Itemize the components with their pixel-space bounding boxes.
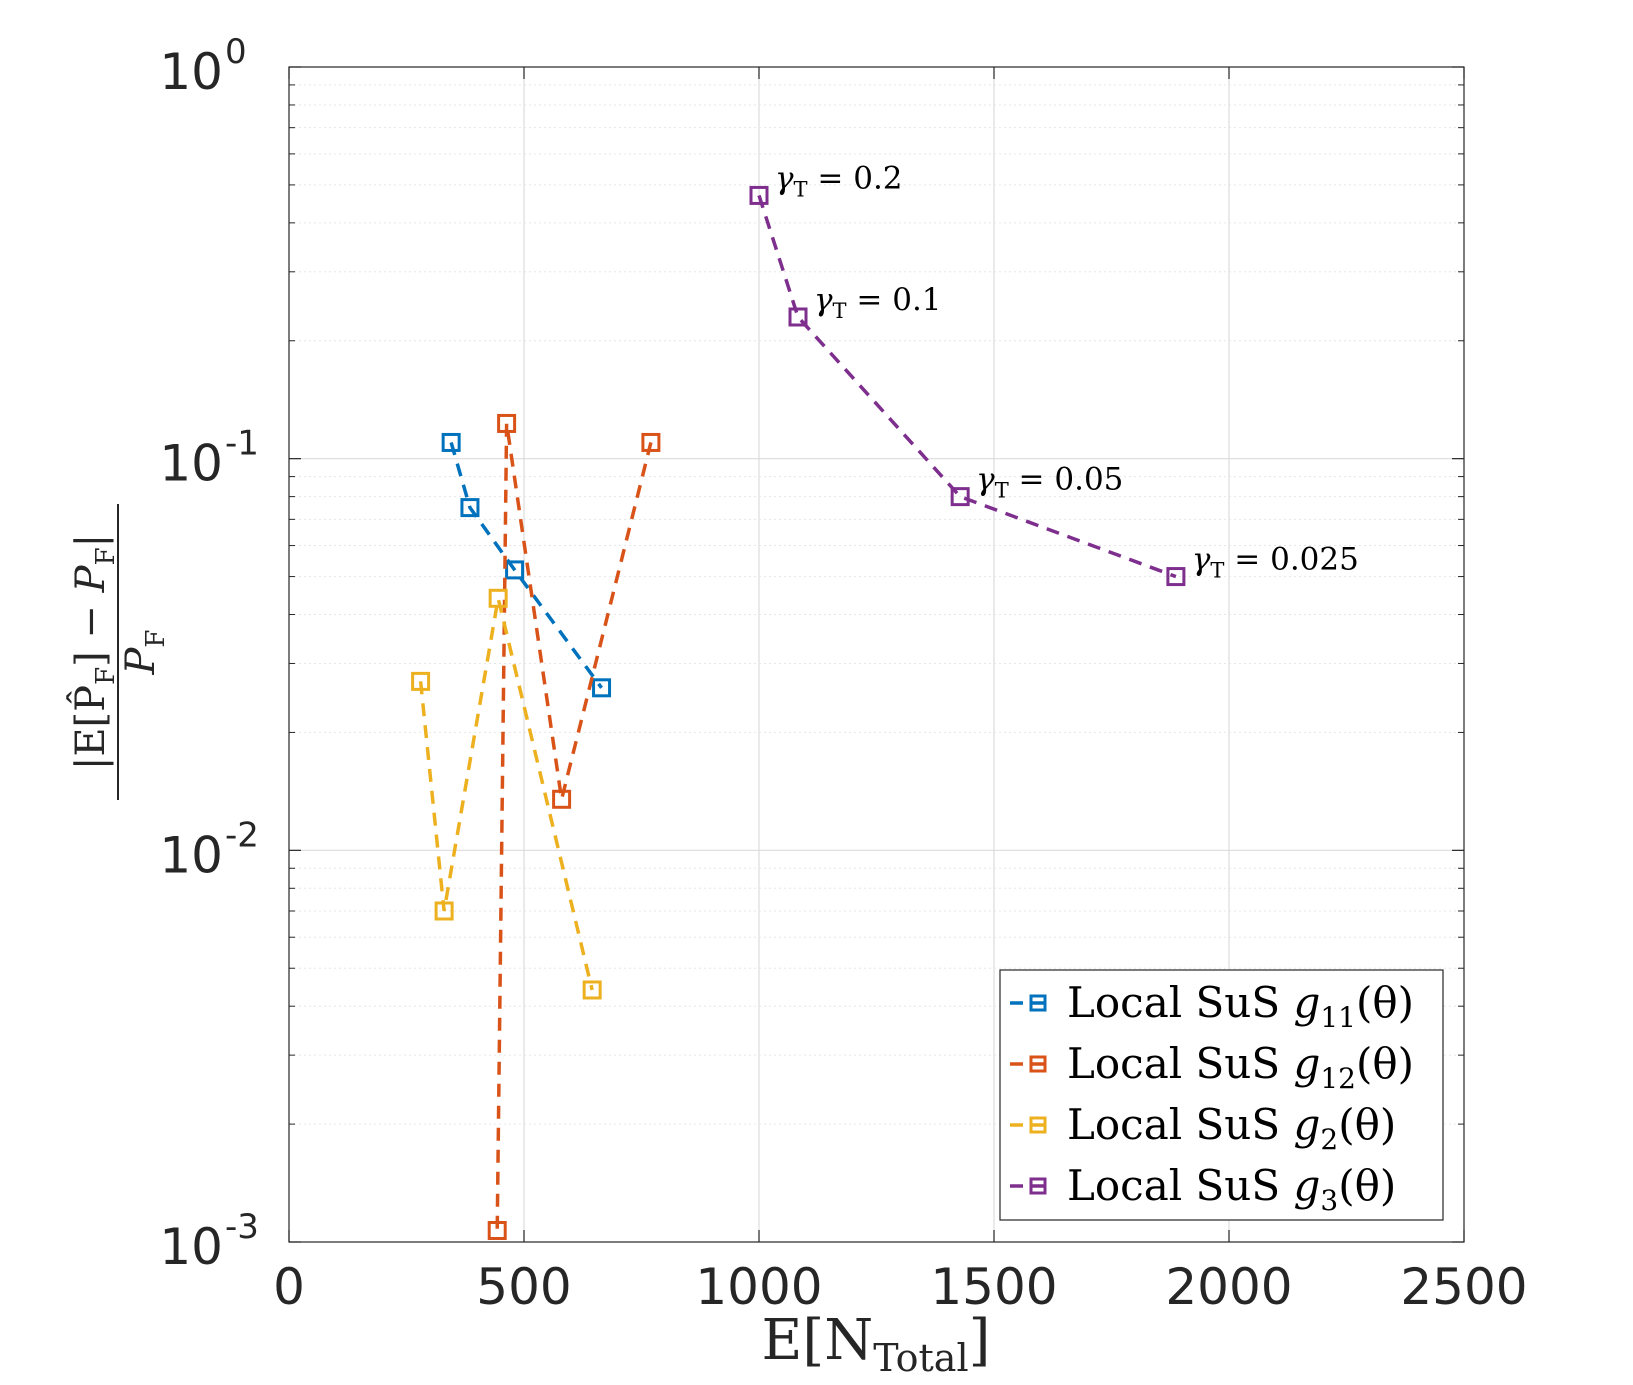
gamma-annotation: γT = 0.05 [976,462,1123,503]
y-tick-label: 10 -2 [159,815,259,884]
legend-label-main: Local SuS [1067,1039,1293,1088]
x-tick-label: 2000 [1165,1258,1292,1316]
gamma-symbol: γ [976,462,995,498]
gamma-value: = 0.1 [847,282,942,318]
gamma-symbol: γ [1192,542,1211,578]
legend-label: Local SuS g3(θ) [1067,1161,1396,1217]
gamma-annotation: γT = 0.025 [1192,542,1359,583]
series-3 [749,185,1186,587]
grid [289,67,1464,1242]
legend-label: Local SuS g12(θ) [1067,1039,1414,1095]
y-tick-label-exponent: 0 [225,32,247,72]
plot-frame [288,66,1465,1243]
legend-label-fn: g [1293,1100,1320,1149]
legend-label-arg: (θ) [1338,1100,1396,1149]
series-1 [487,413,661,1240]
y-tick-label-base: 10 [159,435,223,493]
y-tick-label-base: 10 [159,826,223,884]
data-point [788,307,808,327]
series-line [757,194,1177,579]
data-point [552,789,572,809]
x-tick-label: 2500 [1400,1258,1527,1316]
legend-label-main: Local SuS [1067,978,1293,1027]
legend-label-fn: g [1293,1161,1320,1210]
legend-entry-1: Local SuS g12(θ) [1010,1039,1414,1095]
legend-label-main: Local SuS [1067,1100,1293,1149]
data-point [582,980,602,1000]
series-line [418,597,594,991]
legend-entry-0: Local SuS g11(θ) [1010,978,1414,1034]
legend-marker [1029,1116,1047,1134]
legend-label-arg: (θ) [1356,1039,1414,1088]
legend-label-arg: (θ) [1356,978,1414,1027]
y-tick-label-exponent: -1 [225,424,259,464]
series-0 [441,432,612,698]
y-tick-label: 10 -1 [159,424,259,493]
data-point [434,901,454,921]
series-layer [411,185,1186,1240]
gamma-subscript: T [794,177,808,201]
legend-label-sub: 12 [1320,1062,1356,1095]
x-tick-label: 1000 [695,1258,822,1316]
data-point [441,432,461,452]
gamma-subscript: T [833,299,847,323]
legend-label-fn: g [1293,1039,1320,1088]
legend-label-fn: g [1293,978,1320,1027]
data-point [749,185,769,205]
data-point [460,498,480,518]
y-tick-label-base: 10 [159,43,223,101]
legend-entry-3: Local SuS g3(θ) [1010,1161,1396,1217]
legend-label-arg: (θ) [1338,1161,1396,1210]
x-tick-label: 1500 [930,1258,1057,1316]
y-tick-label: 10 -3 [159,1207,259,1276]
data-point [411,671,431,691]
legend: Local SuS g11(θ)Local SuS g12(θ)Local Su… [999,969,1444,1221]
gamma-subscript: T [995,479,1009,503]
data-point [950,487,970,507]
data-point [488,588,508,608]
gamma-value: = 0.05 [1009,462,1124,498]
gamma-annotation: γT = 0.1 [814,282,942,323]
gamma-value: = 0.025 [1224,542,1358,578]
gamma-symbol: γ [775,160,794,196]
data-point [1166,567,1186,587]
gamma-symbol: γ [814,282,833,318]
series-line [449,441,603,689]
legend-label-sub: 3 [1320,1184,1338,1217]
series-line [495,423,653,1231]
data-point [641,432,661,452]
legend-box [999,969,1444,1221]
legend-label: Local SuS g2(θ) [1067,1100,1396,1156]
x-tick-label: 500 [476,1258,571,1316]
series-2 [411,588,602,1000]
y-tick-label: 10 0 [159,32,246,101]
data-point [497,413,517,433]
legend-marker [1029,994,1047,1012]
x-tick-label: 0 [273,1258,305,1316]
y-axis-label-numerator: |E[P̂F] − PF| [68,534,121,770]
legend-label-main: Local SuS [1067,1161,1293,1210]
y-axis-label-denominator: PF [118,630,171,676]
gamma-value: = 0.2 [808,160,903,196]
legend-marker [1029,1177,1047,1195]
data-point [592,678,612,698]
gamma-annotation: γT = 0.2 [775,160,903,201]
data-point [505,560,525,580]
legend-label-sub: 2 [1320,1123,1338,1156]
y-tick-label-exponent: -3 [225,1207,259,1247]
legend-label: Local SuS g11(θ) [1067,978,1414,1034]
y-tick-label-base: 10 [159,1218,223,1276]
y-tick-label-exponent: -2 [225,815,259,855]
legend-marker [1029,1055,1047,1073]
gamma-subscript: T [1210,559,1224,583]
legend-entry-2: Local SuS g2(θ) [1010,1100,1396,1156]
y-axis-label: |E[P̂F] − PF| PF [68,504,171,800]
data-point [487,1220,507,1240]
legend-label-sub: 11 [1320,1001,1356,1034]
x-axis-label: E[NTotal] [762,1308,991,1380]
